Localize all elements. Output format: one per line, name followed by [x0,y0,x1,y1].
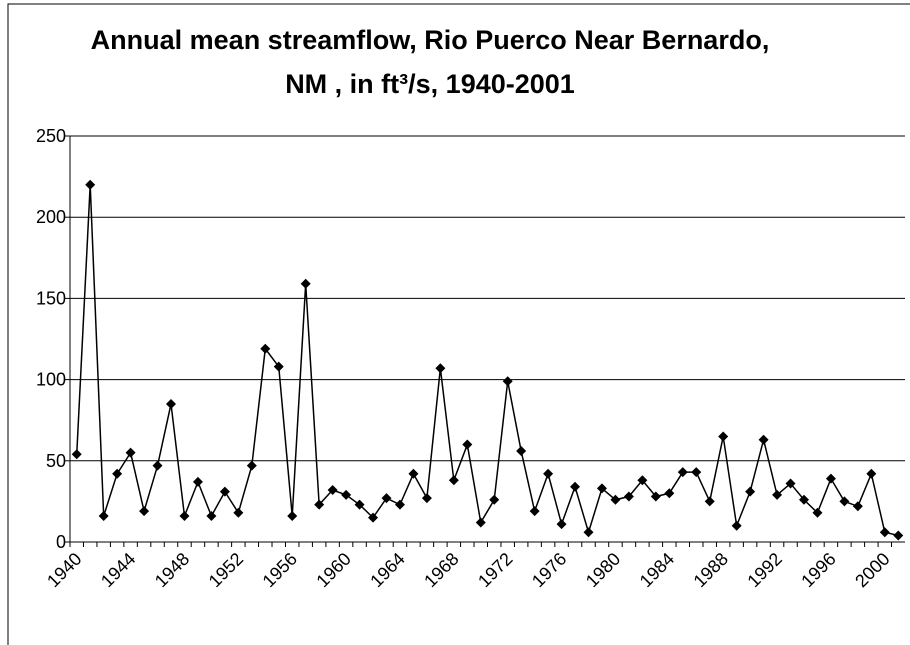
data-point [570,481,581,492]
data-point [421,493,432,504]
data-point [381,493,392,504]
chart-title: Annual mean streamflow, Rio Puerco Near … [90,25,770,99]
data-point [152,460,163,471]
data-point [233,507,244,518]
data-point [206,511,217,522]
x-tick-label: 1940 [43,549,85,591]
x-tick-label: 1944 [97,549,139,591]
x-tick-label: 1996 [797,549,839,591]
data-point [139,506,150,517]
data-point [246,460,257,471]
data-point [85,179,96,190]
data-point [785,478,796,489]
data-point [798,494,809,505]
data-point [516,446,527,457]
x-tick-label: 1956 [259,549,301,591]
data-point [354,499,365,510]
data-point [704,496,715,507]
data-point [125,447,136,458]
y-tick-label: 50 [46,451,66,471]
data-point [314,499,325,510]
data-point [166,398,177,409]
series-line [75,184,899,537]
data-point [341,489,352,500]
data-point [637,475,648,486]
data-point [71,449,82,460]
data-point [812,507,823,518]
y-tick-label: 0 [56,532,66,552]
data-point [179,511,190,522]
x-tick-label: 1968 [420,549,462,591]
data-point [435,363,446,374]
data-point [462,439,473,450]
y-tick-label: 250 [36,126,66,146]
x-tick-label: 1980 [582,549,624,591]
data-point [502,376,513,387]
data-point [583,527,594,538]
data-point [543,468,554,479]
data-point [219,486,230,497]
data-point [408,468,419,479]
data-point [745,486,756,497]
data-point [273,361,284,372]
x-tick-label: 2000 [851,549,893,591]
x-tick-label: 1972 [474,549,516,591]
data-point [448,475,459,486]
data-point [825,473,836,484]
data-point [650,491,661,502]
data-point [731,520,742,531]
data-point [287,511,298,522]
x-tick-label: 1960 [312,549,354,591]
data-point [879,527,890,538]
data-point [112,468,123,479]
data-point [192,476,203,487]
data-point [489,494,500,505]
data-point [852,501,863,512]
data-point [556,519,567,530]
data-point [327,485,338,496]
x-tick-label: 1992 [743,549,785,591]
data-point [839,496,850,507]
data-point [394,499,405,510]
y-tick-label: 200 [36,207,66,227]
data-point [718,431,729,442]
x-tick-label: 1984 [636,549,678,591]
data-point [664,488,675,499]
data-point [529,506,540,517]
data-point [758,434,769,445]
y-tick-label: 100 [36,370,66,390]
y-tick-label: 150 [36,288,66,308]
data-point [260,343,271,354]
x-tick-label: 1976 [528,549,570,591]
x-tick-label: 1948 [151,549,193,591]
data-point [596,483,607,494]
data-point [98,511,109,522]
data-point [623,491,634,502]
x-tick-label: 1952 [205,549,247,591]
chart-frame [7,3,910,645]
data-point [368,512,379,523]
data-point [866,468,877,479]
data-point [610,494,621,505]
data-point [300,278,311,289]
data-point [475,517,486,528]
x-tick-label: 1964 [366,549,408,591]
data-point [677,467,688,478]
data-point [691,467,702,478]
data-point [772,489,783,500]
x-tick-label: 1988 [690,549,732,591]
data-point [893,530,904,541]
